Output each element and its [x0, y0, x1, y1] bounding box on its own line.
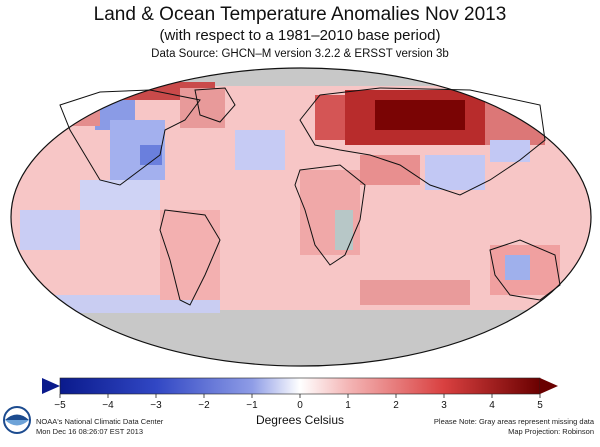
east-siberia-warm — [485, 100, 545, 145]
arctic-missing-band — [11, 68, 591, 86]
legend-units: Degrees Celsius — [255, 413, 345, 427]
legend-gradient-bar — [59, 377, 541, 395]
siberia-hot — [375, 100, 465, 130]
eurasia-outline — [299, 87, 546, 196]
globe-outline — [10, 67, 592, 367]
map-title: Land & Ocean Temperature Anomalies Nov 2… — [93, 4, 507, 25]
agency-name: NOAA's National Climatic Data Center — [36, 417, 164, 426]
south-america-warm — [160, 210, 220, 300]
africa-missing — [335, 210, 353, 250]
legend-tick-label: 5 — [537, 400, 543, 411]
timestamp: Mon Dec 16 08:26:07 EST 2013 — [36, 427, 144, 436]
color-legend: −5 −4 −3 −2 −1 0 1 2 3 4 5 — [42, 377, 558, 411]
africa-outline — [294, 164, 366, 266]
north-atlantic-cool — [235, 130, 285, 170]
eastern-us-cool-area — [140, 145, 162, 165]
legend-tick-label: −5 — [54, 400, 66, 411]
projection-note: Map Projection: Robinson — [508, 427, 594, 436]
legend-tick-label: −4 — [102, 400, 114, 411]
continent-outlines — [59, 87, 561, 306]
legend-left-arrow — [42, 378, 60, 394]
legend-right-arrow — [540, 378, 558, 394]
south-asia-cool — [425, 155, 485, 190]
legend-tick-label: −3 — [150, 400, 162, 411]
australia-outline — [489, 239, 561, 301]
legend-tick-label: −1 — [246, 400, 258, 411]
map-subtitle: (with respect to a 1981–2010 base period… — [159, 27, 441, 44]
legend-tick-label: 1 — [345, 400, 351, 411]
greenland-warm — [180, 88, 225, 128]
east-asia-cool — [490, 140, 530, 162]
world-anomaly-map — [10, 67, 592, 367]
legend-tick-label: 2 — [393, 400, 399, 411]
australia-cool — [505, 255, 530, 280]
legend-tick-label: −2 — [198, 400, 210, 411]
noaa-logo-icon — [3, 406, 31, 434]
legend-tick-label: 0 — [297, 400, 303, 411]
greenland-outline — [194, 87, 236, 123]
data-source: Data Source: GHCN–M version 3.2.2 & ERSS… — [151, 48, 449, 60]
indian-ocean-warm — [360, 280, 470, 305]
east-pacific-cool — [20, 210, 80, 250]
south-america-outline — [159, 209, 221, 306]
missing-data-note: Please Note: Gray areas represent missin… — [433, 417, 594, 426]
legend-tick-label: 3 — [441, 400, 447, 411]
legend-tick-label: 4 — [489, 400, 495, 411]
legend-ticks: −5 −4 −3 −2 −1 0 1 2 3 4 5 — [54, 394, 543, 411]
middle-east-warm — [360, 155, 420, 185]
